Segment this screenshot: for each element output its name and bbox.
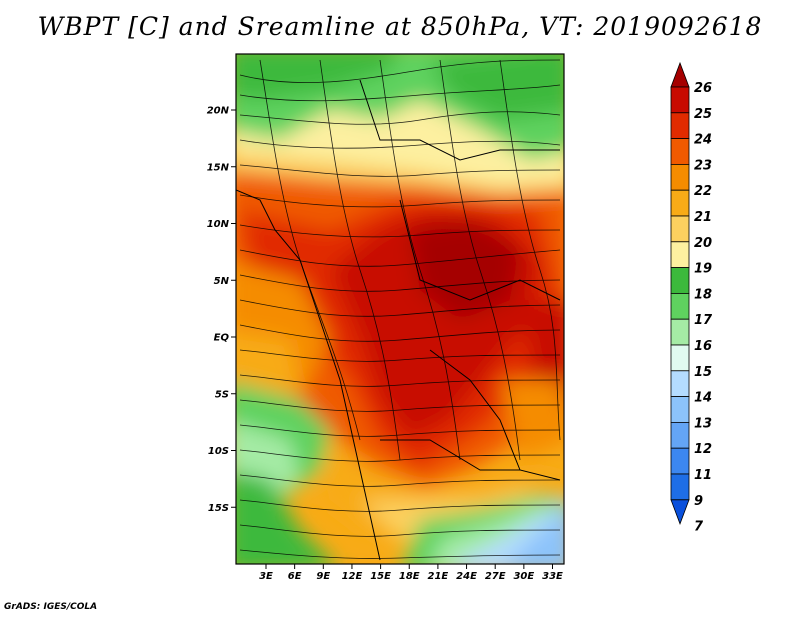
- lon-tick-label: 18E: [399, 571, 420, 582]
- lon-tick-label: 9E: [316, 571, 330, 582]
- lon-tick-label: 24E: [456, 571, 477, 582]
- colorbar-swatch: [670, 396, 690, 423]
- colorbar-label: 7: [694, 520, 704, 535]
- lat-tick-label: 15N: [207, 162, 230, 173]
- lat-tick-label: 15S: [208, 503, 229, 514]
- lon-tick-label: 30E: [513, 571, 534, 582]
- colorbar-swatch: [670, 241, 690, 269]
- colorbar-swatch: [670, 421, 690, 449]
- wbpt-field: [236, 54, 564, 564]
- colorbar-label: 23: [694, 158, 712, 173]
- colorbar-label: 9: [694, 494, 703, 509]
- colorbar-label: 18: [694, 287, 712, 302]
- colorbar-label: 26: [694, 81, 712, 96]
- lon-tick-label: 21E: [428, 571, 449, 582]
- colorbar-label: 19: [694, 262, 712, 277]
- colorbar-swatch: [670, 215, 690, 243]
- colorbar-label: 24: [694, 133, 712, 148]
- colorbar-label: 11: [694, 468, 712, 483]
- colorbar-label: 15: [694, 365, 712, 380]
- map-title: WBPT [C] and Sreamline at 850hPa, VT: 20…: [37, 12, 763, 41]
- lon-tick-label: 33E: [542, 571, 563, 582]
- lat-tick-label: 5S: [215, 389, 229, 400]
- country-borders: [236, 79, 561, 561]
- lon-tick-label: 6E: [288, 571, 302, 582]
- colorbar-swatch: [670, 138, 690, 165]
- colorbar-label: 16: [694, 339, 712, 354]
- colorbar-label: 14: [694, 391, 712, 406]
- colorbar-swatch: [670, 163, 690, 191]
- grads-credit: GrADS: IGES/COLA: [4, 602, 98, 612]
- colorbar-label: 21: [694, 210, 712, 225]
- lat-tick-label: EQ: [214, 333, 230, 344]
- longitude-axis: 3E 6E 9E 12E 15E 18E 21E 24E 27E 30E 33E: [259, 564, 563, 582]
- colorbar-swatch: [670, 344, 690, 372]
- colorbar-swatch: [670, 112, 690, 140]
- lat-tick-label: 20N: [207, 106, 230, 117]
- streamlines: [239, 59, 561, 559]
- colorbar-swatch: [670, 447, 690, 475]
- colorbar-swatch: [670, 318, 690, 346]
- colorbar-swatch: [670, 189, 690, 217]
- lat-tick-label: 10N: [207, 219, 230, 230]
- colorbar-swatch: [670, 292, 690, 320]
- map-frame: [235, 53, 565, 565]
- colorbar-swatch: [670, 86, 690, 114]
- lat-tick-label: 10S: [208, 446, 229, 457]
- colorbar-label: 13: [694, 416, 712, 431]
- colorbar-arrow-top: [670, 61, 690, 88]
- colorbar-label: 25: [694, 107, 712, 122]
- colorbar-swatch: [670, 370, 690, 397]
- lon-tick-label: 3E: [259, 571, 273, 582]
- colorbar-label: 20: [694, 236, 712, 251]
- lon-tick-label: 12E: [342, 571, 363, 582]
- colorbar-swatch: [670, 473, 690, 501]
- lat-tick-label: 5N: [214, 276, 230, 287]
- colorbar-swatch: [670, 267, 690, 294]
- colorbar-arrow-bottom: [670, 499, 690, 525]
- latitude-axis: 20N 15N 10N 5N EQ 5S 10S 15S: [207, 106, 236, 514]
- colorbar-label: 22: [694, 184, 712, 199]
- lon-tick-label: 27E: [485, 571, 506, 582]
- colorbar: 26 25 24 23 22 21 20 19 18 17 16 15 14 13 12 11 9 7: [670, 61, 713, 535]
- colorbar-label: 12: [694, 442, 712, 457]
- colorbar-label: 17: [694, 313, 713, 328]
- lon-tick-label: 15E: [370, 571, 391, 582]
